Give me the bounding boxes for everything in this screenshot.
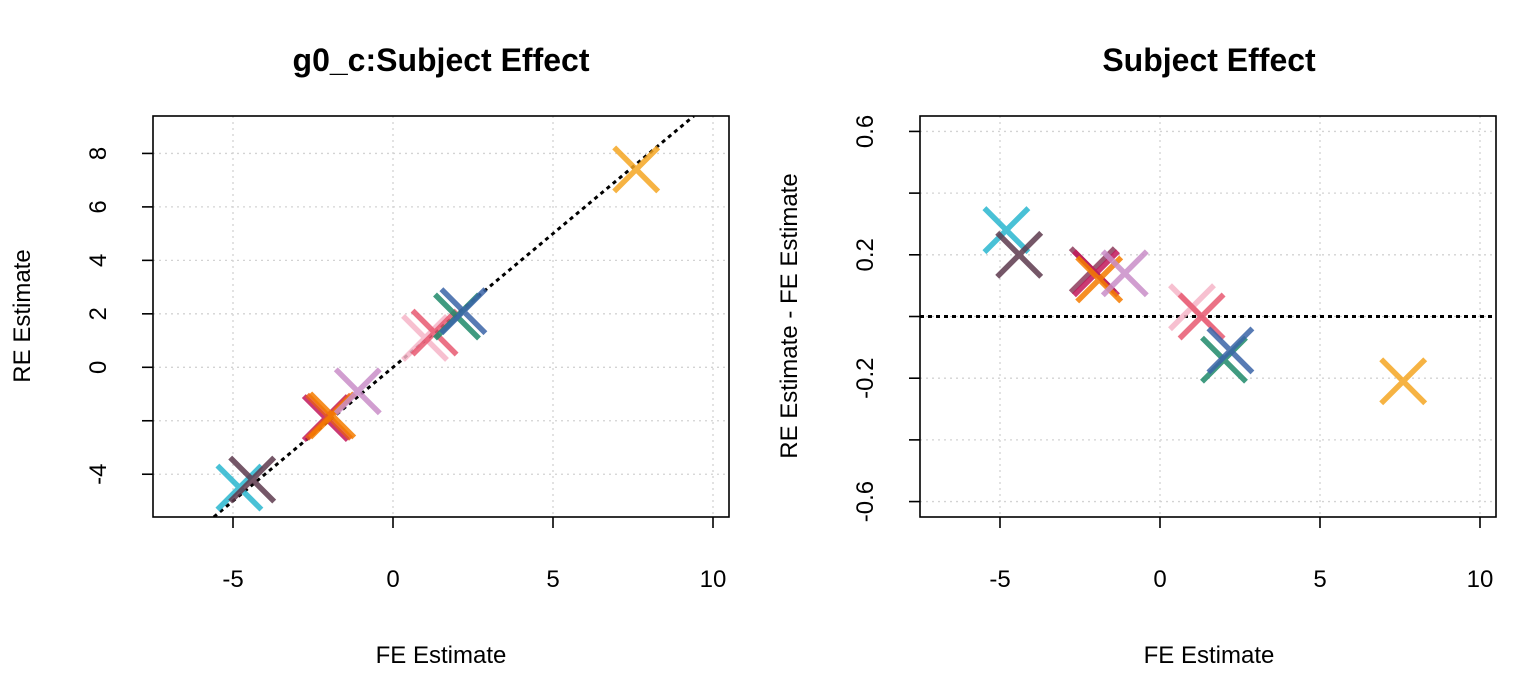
x-tick-label: 0: [386, 566, 399, 593]
y-axis-label: RE Estimate - FE Estimate: [776, 173, 803, 458]
data-points: [982, 206, 1428, 406]
data-point: [1206, 326, 1255, 375]
x-tick-label: 10: [1467, 566, 1494, 593]
chart-title: g0_c:Subject Effect: [293, 42, 590, 78]
y-tick-label: 0: [85, 361, 112, 374]
point-stroke: [612, 145, 661, 194]
y-tick-label: -0.6: [852, 481, 879, 522]
data-point: [228, 455, 277, 504]
chart-title: Subject Effect: [1102, 42, 1316, 78]
data-point: [1100, 249, 1149, 298]
point-stroke: [982, 206, 1031, 255]
x-tick-label: 5: [546, 566, 559, 593]
y-tick-label: 6: [85, 200, 112, 213]
y-tick-label: 0.6: [852, 115, 879, 148]
data-point: [612, 145, 661, 194]
data-point: [410, 308, 459, 357]
point-stroke: [333, 367, 382, 416]
data-point: [982, 206, 1031, 255]
point-stroke: [401, 313, 449, 362]
y-tick-label: 8: [85, 147, 112, 160]
data-point: [439, 287, 488, 336]
point-stroke: [228, 455, 277, 504]
y-tick-label: -0.2: [852, 358, 879, 399]
y-axis-label: RE Estimate: [9, 249, 36, 382]
data-point: [215, 463, 264, 512]
y-tick-label: 4: [85, 254, 112, 267]
data-point: [401, 313, 449, 362]
scatter-panel-fixed-vs-random: g0_c:Subject Effect FE Estimate RE Estim…: [9, 42, 730, 669]
y-tick-label: 2: [85, 307, 112, 320]
data-points: [215, 145, 661, 512]
data-point: [995, 230, 1044, 279]
point-stroke: [1206, 326, 1255, 375]
x-tick-label: -5: [222, 566, 243, 593]
point-stroke: [1100, 249, 1149, 298]
data-point: [333, 367, 382, 416]
x-tick-label: 5: [1313, 566, 1326, 593]
point-stroke: [1177, 292, 1226, 341]
point-stroke: [439, 287, 488, 336]
y-tick-label: 0.2: [852, 238, 879, 271]
point-stroke: [410, 308, 459, 357]
data-point: [1177, 292, 1226, 341]
x-tick-label: -5: [989, 566, 1010, 593]
x-axis-label: FE Estimate: [1144, 642, 1275, 669]
point-stroke: [995, 230, 1044, 279]
point-stroke: [1379, 357, 1428, 406]
grid: [153, 116, 729, 517]
y-tick-label: -4: [85, 464, 112, 485]
x-tick-label: 0: [1153, 566, 1166, 593]
scatter-panel-difference: Subject Effect FE Estimate RE Estimate -…: [776, 42, 1497, 669]
point-stroke: [215, 463, 264, 512]
x-axis-label: FE Estimate: [376, 642, 507, 669]
plot-frame: [152, 115, 730, 518]
data-point: [1379, 357, 1428, 406]
x-tick-label: 10: [700, 566, 727, 593]
